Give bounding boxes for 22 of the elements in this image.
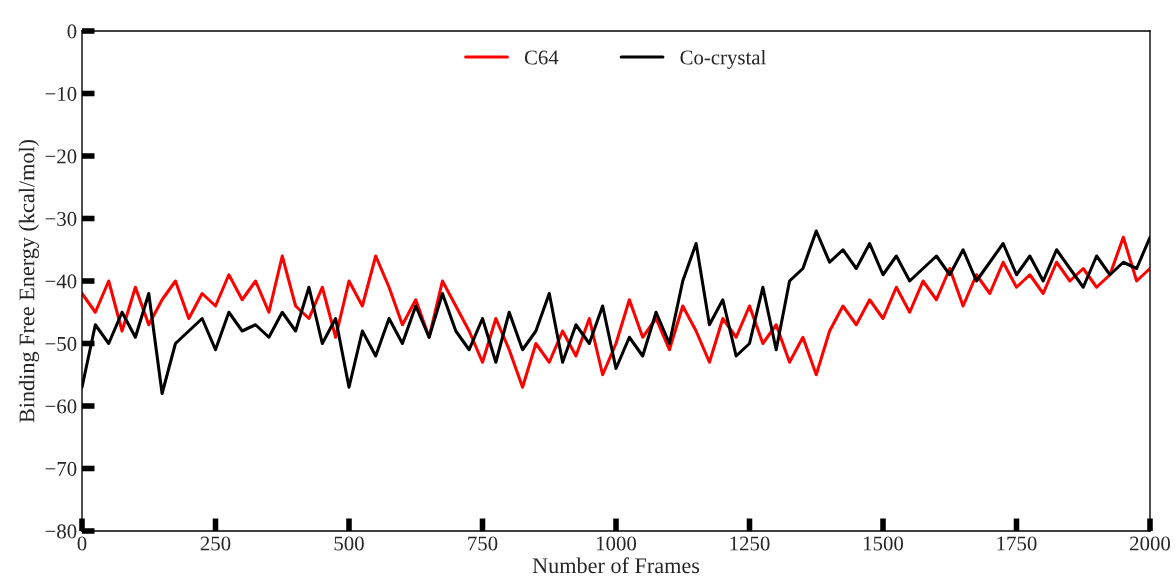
x-tick-label: 1500 (864, 536, 904, 551)
x-axis-title: Number of Frames (532, 557, 700, 574)
y-tick-label: −40 (45, 274, 77, 289)
x-tick-label: 250 (200, 536, 231, 551)
y-tick-label: 0 (67, 24, 77, 39)
x-tick-label: 1250 (730, 536, 770, 551)
y-tick-label: −70 (45, 461, 77, 476)
y-tick-label: −60 (45, 399, 77, 414)
x-tick-label: 2000 (1130, 536, 1171, 551)
y-tick-label: −20 (45, 149, 77, 164)
legend-label: Co-crystal (680, 49, 766, 69)
x-tick-label: 500 (334, 536, 364, 551)
legend-label: C64 (524, 50, 559, 65)
x-tick-label: 0 (77, 536, 87, 551)
x-tick-label: 1750 (997, 536, 1037, 551)
y-tick-label: −50 (45, 336, 77, 351)
y-tick-label: −10 (45, 86, 77, 101)
x-tick-label: 1000 (597, 536, 637, 551)
y-axis-title: Binding Free Energy (kcal/mol) (18, 139, 39, 423)
x-tick-label: 750 (468, 536, 498, 551)
y-tick-label: −80 (45, 524, 77, 539)
y-tick-label: −30 (45, 211, 77, 226)
